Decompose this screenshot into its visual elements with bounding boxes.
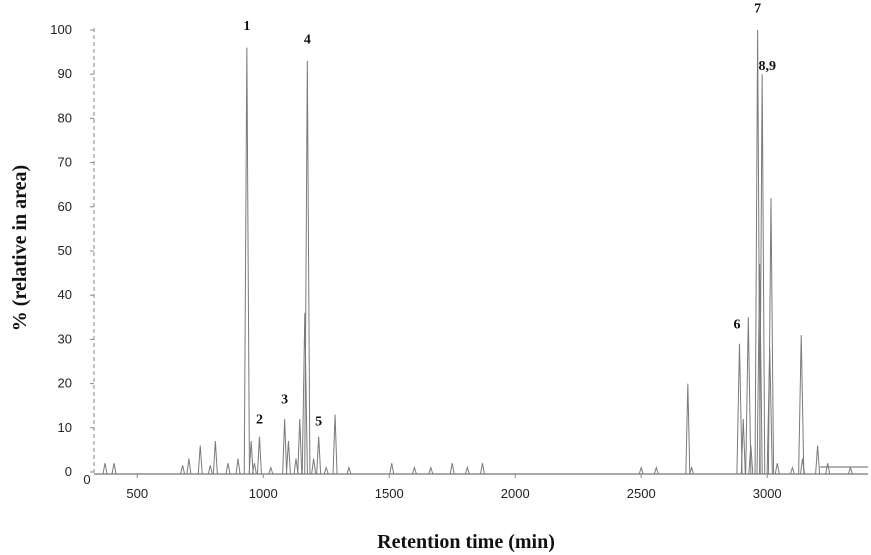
chromatogram-peak: [251, 463, 257, 475]
chromatogram-peak: [847, 465, 853, 475]
chromatogram-peak: [774, 463, 780, 475]
y-tick-label: 0: [65, 464, 72, 479]
chromatogram-trace: [102, 29, 853, 475]
chromatogram-peak: [301, 312, 308, 475]
chromatogram-peak: [311, 458, 317, 475]
y-tick-label: 50: [58, 243, 72, 258]
chromatogram-peak: [323, 465, 329, 475]
peak-annotations: 1 2 3 4 5 6 7 8,9: [243, 1, 776, 429]
y-tick-label: 60: [58, 199, 72, 214]
peak-label: 2: [256, 412, 263, 427]
chromatogram-peak: [740, 418, 746, 475]
chromatogram-peak: [748, 445, 754, 475]
peak-label: 4: [304, 32, 311, 47]
chromatogram-peak: [389, 463, 395, 475]
peak-label: 5: [315, 415, 322, 430]
peak-label: 7: [754, 1, 761, 16]
chromatogram-peak: [304, 60, 311, 475]
chromatogram-peak: [638, 465, 644, 475]
peak-label: 1: [243, 19, 250, 34]
chromatogram-peak: [815, 445, 821, 475]
chromatogram-peak: [316, 436, 322, 475]
chromatogram-peak: [479, 463, 485, 475]
chromatogram-peak: [653, 465, 659, 475]
chromatogram-peak: [767, 197, 775, 475]
chromatogram-peak: [332, 414, 338, 475]
chromatogram-peak: [186, 458, 192, 475]
chromatogram-peak: [689, 465, 695, 475]
y-tick-label: 40: [58, 287, 72, 302]
peak-label: 6: [733, 317, 740, 332]
chromatogram-peak: [685, 383, 691, 475]
y-tick-label: 10: [58, 420, 72, 435]
chromatogram-peak: [428, 465, 434, 475]
chromatogram-peak: [756, 264, 763, 475]
chromatogram-peak: [798, 334, 805, 475]
chromatogram-peak: [256, 436, 262, 475]
chromatogram-peak: [212, 441, 218, 475]
x-tick-label: 1000: [249, 486, 278, 501]
chromatogram-peak: [282, 418, 288, 475]
chromatogram-peak: [799, 458, 805, 475]
chromatogram-peak: [111, 463, 117, 475]
chromatogram-peak: [225, 463, 231, 475]
x-tick-label: 500: [126, 486, 148, 501]
chromatogram-peak: [825, 463, 831, 475]
x-tick-label: 3000: [753, 486, 782, 501]
x-tick-label: 1500: [375, 486, 404, 501]
x-axis: 0 500 1000 1500 2000 2500 3000: [83, 466, 868, 501]
y-tick-label: 20: [58, 376, 72, 391]
chromatogram-peak: [235, 458, 241, 475]
x-tick-label: 2500: [627, 486, 656, 501]
chromatogram-peak: [759, 74, 766, 475]
y-tick-label: 100: [50, 22, 72, 37]
peak-label: 8,9: [758, 59, 776, 74]
chromatogram-peak: [745, 317, 752, 475]
y-axis-title: % (relative in area): [9, 165, 31, 331]
chromatogram-peak: [789, 465, 795, 475]
y-tick-label: 80: [58, 110, 72, 125]
y-axis: 0 10 20 30 40 50 60 70 80 90 100: [50, 22, 95, 479]
chromatogram-peak: [346, 465, 352, 475]
y-tick-label: 70: [58, 155, 72, 170]
chromatogram-peak: [102, 463, 108, 475]
y-tick-label: 30: [58, 331, 72, 346]
chromatogram-peak: [464, 465, 470, 475]
y-tick-label: 90: [58, 66, 72, 81]
peak-label: 3: [281, 392, 288, 407]
chromatogram-peak: [248, 441, 254, 475]
chromatogram-peak: [293, 458, 299, 475]
chromatogram-peak: [449, 463, 455, 475]
chromatogram-peak: [197, 445, 203, 475]
x-axis-title: Retention time (min): [377, 531, 555, 553]
x-tick-label: 2000: [501, 486, 530, 501]
chromatogram-peak: [285, 441, 291, 475]
chromatogram-peak: [207, 465, 213, 475]
chromatogram-peak: [411, 465, 417, 475]
chromatogram-peak: [736, 343, 743, 475]
x-tick-label-origin: 0: [83, 472, 90, 487]
chromatogram-peak: [297, 418, 303, 475]
chromatogram-peak: [180, 465, 186, 475]
chromatogram-peak: [268, 465, 274, 475]
chromatogram-peak: [243, 47, 250, 475]
